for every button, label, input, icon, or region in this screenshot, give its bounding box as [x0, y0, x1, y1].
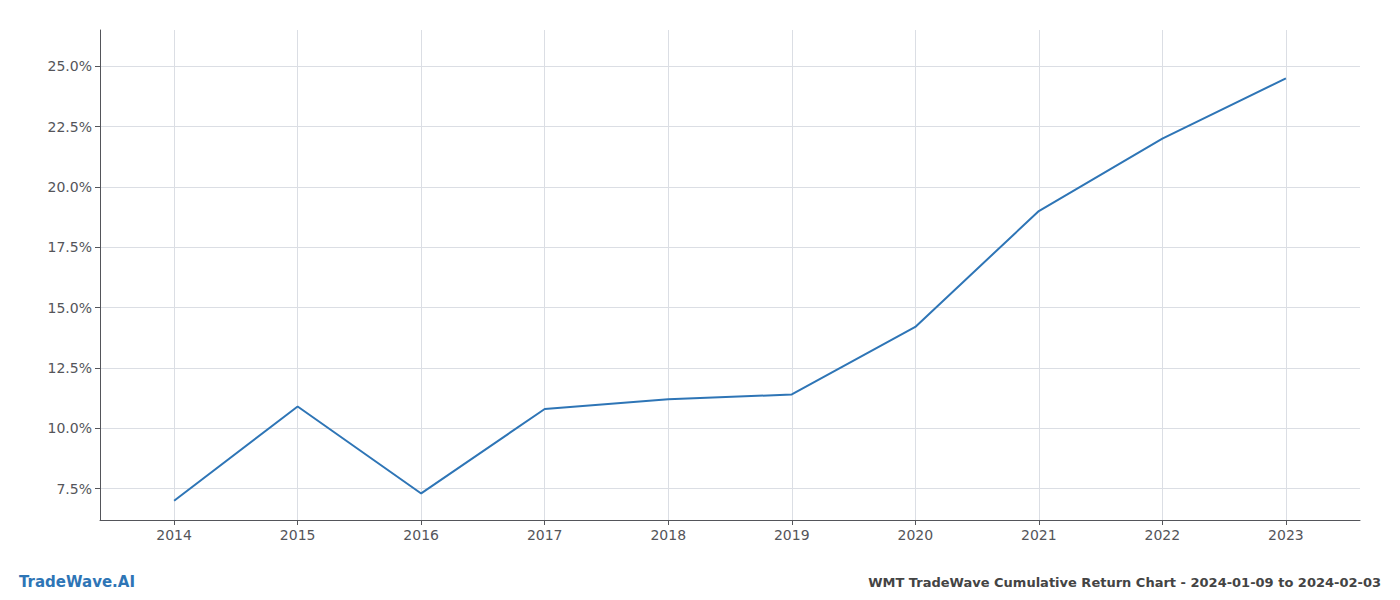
svg-text:WMT TradeWave Cumulative Retur: WMT TradeWave Cumulative Return Chart - … [868, 575, 1381, 590]
svg-text:2017: 2017 [527, 527, 563, 543]
svg-text:15.0%: 15.0% [48, 300, 92, 316]
svg-text:20.0%: 20.0% [48, 179, 92, 195]
svg-text:12.5%: 12.5% [48, 360, 92, 376]
svg-text:2023: 2023 [1268, 527, 1304, 543]
svg-text:2018: 2018 [650, 527, 686, 543]
svg-text:TradeWave.AI: TradeWave.AI [19, 573, 135, 591]
svg-text:2021: 2021 [1021, 527, 1057, 543]
svg-text:22.5%: 22.5% [48, 119, 92, 135]
svg-text:2016: 2016 [403, 527, 439, 543]
svg-text:2022: 2022 [1145, 527, 1181, 543]
svg-text:2015: 2015 [280, 527, 316, 543]
svg-text:25.0%: 25.0% [48, 58, 92, 74]
svg-text:2014: 2014 [156, 527, 192, 543]
svg-text:17.5%: 17.5% [48, 239, 92, 255]
svg-text:10.0%: 10.0% [48, 420, 92, 436]
svg-text:2019: 2019 [774, 527, 810, 543]
svg-text:2020: 2020 [897, 527, 933, 543]
svg-text:7.5%: 7.5% [56, 481, 92, 497]
